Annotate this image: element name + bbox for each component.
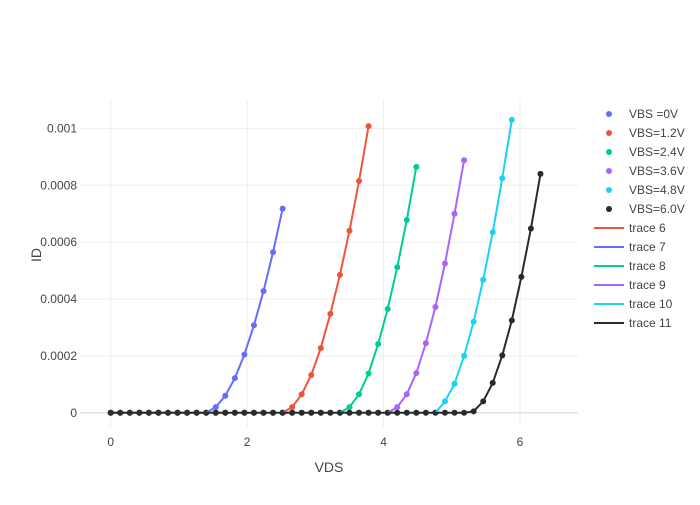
y-tick-label: 0.0002 — [40, 349, 77, 363]
series-trace-6 — [281, 125, 370, 414]
series-trace-8 — [338, 165, 418, 414]
x-tick-label: 4 — [380, 435, 387, 449]
series-trace-11 — [109, 172, 542, 414]
series-trace-9 — [386, 159, 466, 414]
legend-label: trace 9 — [629, 278, 666, 292]
y-axis-title: ID — [28, 248, 44, 262]
x-tick-label: 6 — [517, 435, 524, 449]
series-line — [281, 125, 370, 414]
legend-item: trace 11 — [594, 316, 672, 330]
legend-item: trace 8 — [594, 259, 666, 273]
legend-swatch-marker — [606, 149, 612, 155]
legend-item: trace 7 — [594, 240, 666, 254]
legend-swatch-marker — [606, 187, 612, 193]
legend-swatch-marker — [606, 130, 612, 136]
series-trace-7 — [109, 207, 284, 414]
series-vbs-4-8v — [107, 116, 515, 416]
series-trace-10 — [434, 118, 513, 414]
legend-item: trace 6 — [594, 221, 666, 235]
legend: VBS =0V VBS=1.2V VBS=2.4V VBS=3.6V VBS=4.8V V… — [594, 107, 685, 330]
legend-item: VBS=4.8V — [606, 183, 685, 197]
series-line — [109, 207, 284, 414]
y-tick-label: 0.0006 — [40, 235, 77, 249]
y-tick-label: 0 — [70, 406, 77, 420]
legend-label: VBS=4.8V — [629, 183, 685, 197]
legend-item: trace 9 — [594, 278, 666, 292]
legend-label: trace 8 — [629, 259, 666, 273]
series-vbs-1-2v — [107, 123, 372, 416]
series-vbs-3-6v — [107, 157, 468, 416]
legend-label: VBS=3.6V — [629, 164, 685, 178]
legend-item: VBS=2.4V — [606, 145, 685, 159]
legend-item: VBS=3.6V — [606, 164, 685, 178]
plot-area — [107, 116, 544, 416]
legend-label: trace 6 — [629, 221, 666, 235]
series-line — [109, 172, 542, 414]
legend-swatch-marker — [606, 111, 612, 117]
legend-swatch-marker — [606, 206, 612, 212]
legend-label: trace 11 — [629, 316, 672, 330]
x-tick-label: 0 — [107, 435, 114, 449]
legend-item: trace 10 — [594, 297, 673, 311]
grid-layer — [80, 100, 578, 427]
series-vbs-6-0v — [107, 170, 544, 416]
series-line — [386, 159, 466, 414]
axes-layer: 0 2 4 6 0 0.0002 0.0004 0.0006 0.0008 0.001 — [40, 121, 523, 449]
legend-label: trace 10 — [629, 297, 673, 311]
y-tick-label: 0.0008 — [40, 178, 77, 192]
legend-item: VBS=6.0V — [606, 202, 685, 216]
legend-label: VBS=6.0V — [629, 202, 685, 216]
legend-label: VBS=1.2V — [629, 126, 685, 140]
legend-item: VBS =0V — [606, 107, 678, 121]
legend-item: VBS=1.2V — [606, 126, 685, 140]
y-tick-label: 0.001 — [47, 121, 77, 135]
legend-label: VBS =0V — [629, 107, 678, 121]
x-axis-title: VDS — [315, 459, 344, 475]
x-tick-label: 2 — [244, 435, 251, 449]
series-line — [434, 118, 513, 414]
series-line — [338, 165, 418, 414]
legend-label: VBS=2.4V — [629, 145, 685, 159]
legend-swatch-marker — [606, 168, 612, 174]
legend-label: trace 7 — [629, 240, 666, 254]
y-tick-label: 0.0004 — [40, 292, 77, 306]
